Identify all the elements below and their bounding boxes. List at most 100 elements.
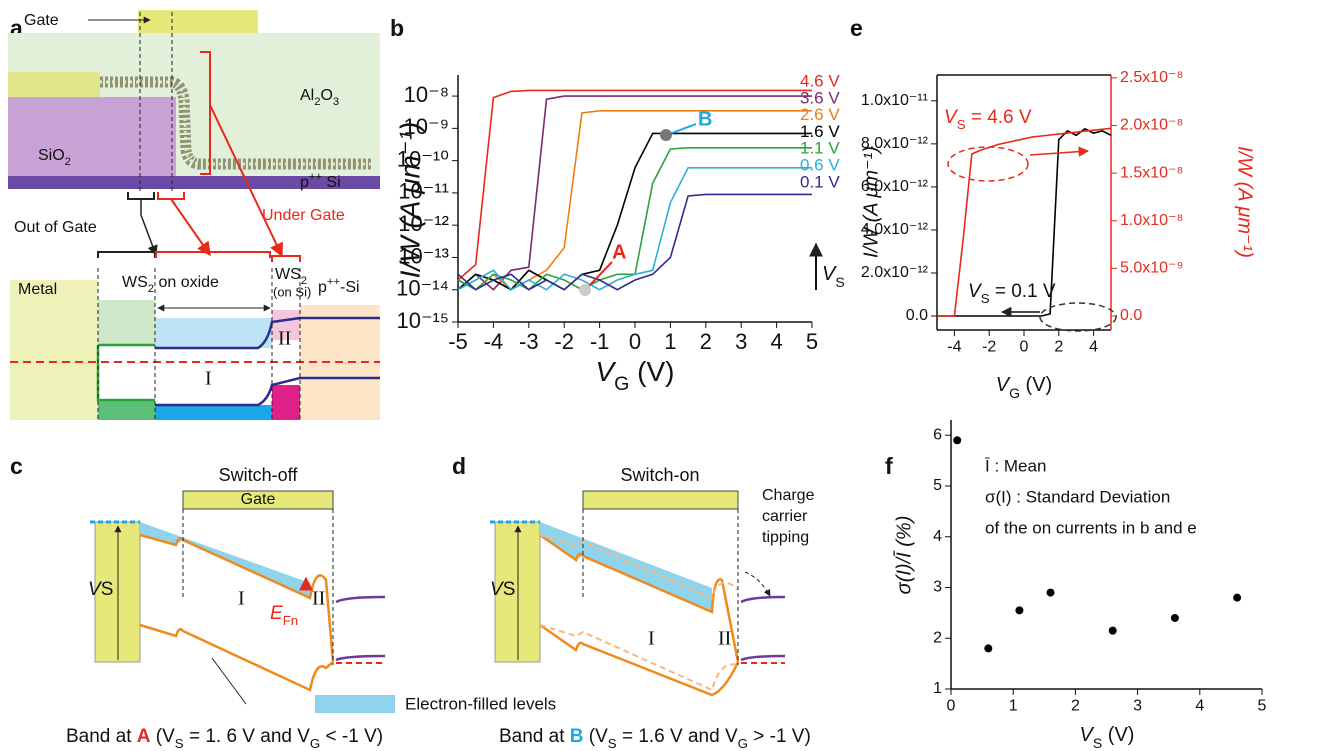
label: p++ Si — [300, 171, 341, 191]
band-edge — [740, 595, 786, 662]
arrow-label: VS — [822, 263, 845, 289]
region-fill — [272, 310, 300, 340]
x-axis-title: VG (V) — [595, 356, 674, 395]
label: SiO2 — [38, 147, 71, 168]
band-edge — [539, 533, 740, 663]
arrow — [209, 104, 283, 258]
y2-tick-label: 2.0x10⁻⁸ — [1120, 117, 1183, 134]
y-tick-label: 0.0 — [906, 307, 928, 324]
y-tick-label: 6.0x10⁻¹² — [861, 178, 929, 195]
caption-part: S — [175, 736, 184, 751]
pointer — [589, 261, 613, 286]
label: p++-Si — [318, 276, 360, 296]
gate-electrode — [138, 10, 258, 33]
caption-part: Band at — [66, 726, 137, 747]
band-edge — [139, 623, 334, 692]
label: Gate — [24, 12, 59, 29]
label: Al2O3 — [300, 87, 339, 108]
label-part: S — [503, 579, 516, 600]
region-label: II — [312, 588, 325, 610]
region-label: I — [205, 368, 212, 390]
y-tick-label: 8.0x10⁻¹² — [861, 135, 929, 152]
caption-part: S — [608, 736, 617, 751]
series-label-part: S — [981, 291, 990, 306]
x-tick-label: 0 — [947, 697, 956, 714]
x-tick-label: 5 — [1258, 697, 1267, 714]
highlight — [947, 146, 1029, 182]
y-tick-label: 4.0x10⁻¹² — [861, 221, 929, 238]
x-axis-title-part: (V) — [629, 356, 674, 387]
x-tick-label: 4 — [770, 329, 782, 354]
label: EFn — [270, 603, 298, 628]
y-tick-label: 3 — [933, 579, 942, 596]
label-part: S — [101, 579, 114, 600]
data-point — [1233, 593, 1242, 602]
y2-tick-label: 1.0x10⁻⁸ — [1120, 212, 1183, 229]
sio2-layer — [8, 97, 176, 176]
arrow — [744, 571, 771, 597]
bracket — [271, 255, 301, 262]
region-fill — [98, 400, 155, 420]
band-edge — [335, 595, 386, 662]
caption-part: > -1 V) — [748, 726, 811, 747]
x-tick-label: -1 — [590, 329, 610, 354]
label-part: 2 — [314, 96, 320, 108]
panel-label: d — [452, 453, 466, 479]
label: VS — [490, 579, 515, 600]
x-tick-label: 3 — [1133, 697, 1142, 714]
x-tick-label: 5 — [806, 329, 818, 354]
y-tick-label: 5 — [933, 477, 942, 494]
marker — [579, 284, 591, 296]
y-tick-label: 4 — [933, 528, 942, 545]
x-axis-title-part: G — [614, 373, 629, 395]
band-edge — [539, 623, 740, 697]
y2-axis-title: I/W (A μm⁻¹) — [1234, 146, 1256, 258]
y2-tick-label: 1.5x10⁻⁸ — [1120, 164, 1183, 181]
series-label: 0.6 V — [800, 155, 840, 174]
series-label-part: S — [957, 117, 966, 132]
series-label-part: V — [968, 281, 983, 302]
x-tick-label: -4 — [947, 338, 961, 355]
caption: Band at A (VS = 1. 6 V and VG < -1 V) — [66, 726, 383, 751]
x-tick-label: 0 — [629, 329, 641, 354]
label-part: Fn — [283, 613, 299, 628]
y-tick-label: 10⁻¹³ — [398, 243, 449, 268]
filled-levels — [140, 522, 310, 598]
data-line — [937, 127, 1112, 317]
y-tick-label: 1.0x10⁻¹¹ — [861, 92, 928, 109]
x-axis-title-part: S — [1093, 735, 1102, 751]
label-part: -Si — [340, 279, 360, 296]
label-part: ++ — [327, 276, 340, 288]
arrow — [140, 199, 158, 256]
title: Switch-on — [620, 465, 699, 485]
panel-label: e — [850, 15, 863, 41]
label: Gate — [241, 491, 276, 508]
data-point — [1046, 588, 1055, 597]
caption-part: G — [310, 736, 320, 751]
series-label: 3.6 V — [800, 88, 840, 107]
band-diagram-on: Switch-on VS I II Charge carrier tipping… — [490, 465, 815, 751]
data-line — [457, 110, 812, 291]
data-point — [953, 436, 962, 445]
caption-part: (V — [584, 726, 609, 747]
series-label-part: = 0.1 V — [990, 281, 1056, 302]
annotation: A — [612, 241, 626, 263]
data-point — [1108, 626, 1117, 635]
label-part: Al — [300, 87, 314, 104]
x-axis-title-part: G — [1009, 385, 1020, 401]
x-tick-label: -3 — [519, 329, 539, 354]
x-tick-label: 3 — [735, 329, 747, 354]
y-tick-label: 2.0x10⁻¹² — [861, 264, 929, 281]
x-axis-title-part: V — [996, 374, 1011, 396]
band-diagram-off: Switch-off Gate VS I II EFn Band at A (V… — [66, 465, 386, 751]
data-line — [457, 95, 812, 291]
label-part: p — [318, 279, 327, 296]
y-tick-label: 1 — [933, 680, 942, 697]
caption: Band at B (VS = 1.6 V and VG > -1 V) — [499, 726, 811, 751]
label-part: WS — [275, 266, 301, 283]
x-axis-title: VS (V) — [1080, 724, 1135, 750]
ws2-flake — [100, 80, 372, 166]
arrow — [1029, 146, 1090, 157]
